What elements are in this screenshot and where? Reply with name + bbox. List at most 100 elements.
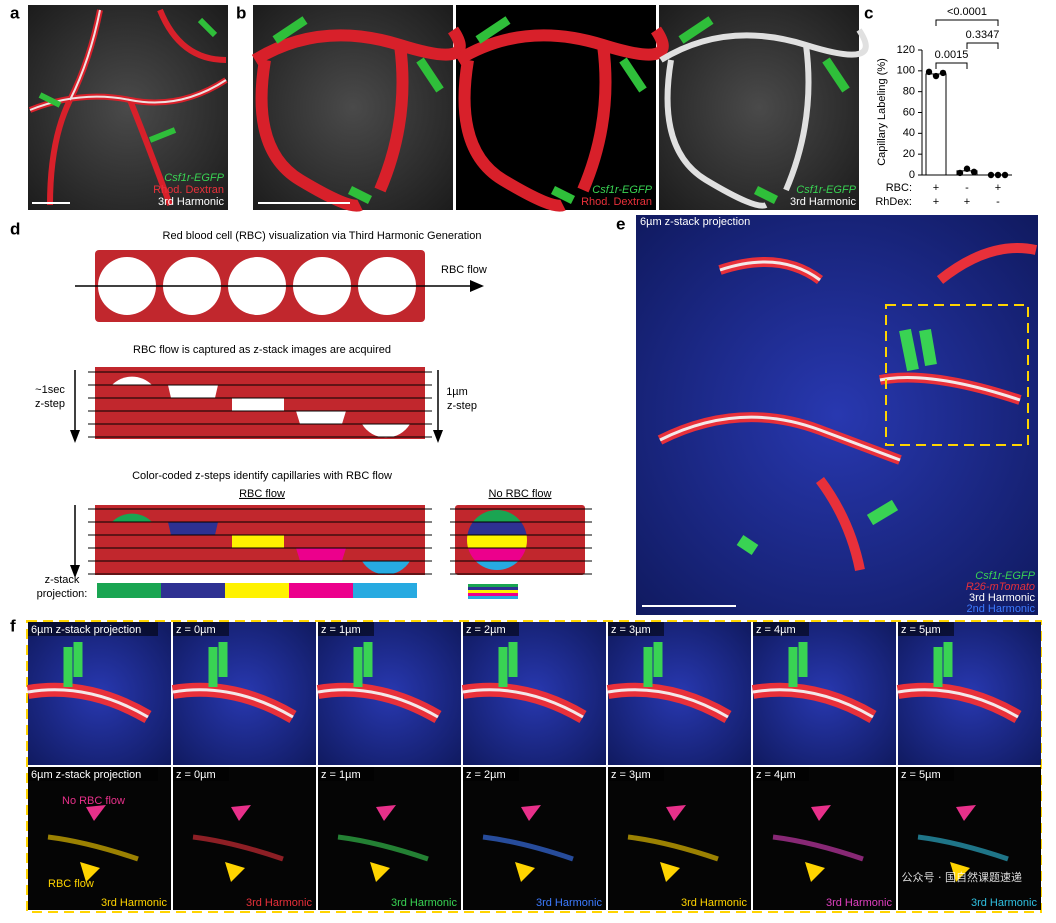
- panel-label: e: [616, 214, 625, 233]
- x-row-value: +: [964, 196, 970, 208]
- arrowhead: [521, 805, 541, 821]
- arrowhead: [660, 862, 680, 882]
- title-bg: [608, 767, 664, 781]
- channel-label: Rhod. Dextran: [153, 184, 224, 196]
- vessel: [337, 834, 429, 862]
- channel-label: 3rd Harmonic: [246, 897, 313, 909]
- channel-label: 3rd Harmonic: [158, 196, 225, 208]
- channel-label: 3rd Harmonic: [681, 897, 748, 909]
- step-label: ~1sec: [35, 384, 65, 396]
- step-label: z-step: [35, 398, 65, 410]
- arrowhead: [225, 862, 245, 882]
- panel-f-grid: 6µm z-stack projection 3rd Harmonic 6µm z-…: [26, 620, 1042, 913]
- y-tick-label: 40: [903, 127, 915, 139]
- title-bg: [463, 767, 519, 781]
- channel-label: 3rd Harmonic: [790, 196, 857, 208]
- data-point: [939, 69, 947, 77]
- annotation: No RBC flow: [62, 795, 125, 807]
- y-tick-label: 60: [903, 106, 915, 118]
- significance-bracket: [935, 19, 999, 26]
- image-title: z = 5µm: [901, 769, 941, 781]
- image-title: z = 2µm: [466, 769, 506, 781]
- arrowhead: [376, 805, 396, 821]
- row-label: RhDex:: [875, 196, 912, 208]
- flow-label: RBC flow: [239, 488, 285, 500]
- arrowhead: [370, 862, 390, 882]
- data-point: [925, 68, 933, 76]
- panel-d-diagram: Red blood cell (RBC) visualization via T…: [35, 230, 592, 600]
- title-bg: [463, 622, 519, 636]
- y-axis-label: Capillary Labeling (%): [876, 58, 888, 166]
- p-value: 0.3347: [966, 29, 1000, 41]
- data-point: [970, 168, 978, 176]
- significance-bracket: [935, 62, 968, 69]
- vessel: [462, 688, 584, 719]
- diagram-title: Color-coded z-steps identify capillaries…: [132, 470, 392, 482]
- image-title: z = 3µm: [611, 769, 651, 781]
- y-tick-label: 20: [903, 148, 915, 160]
- y-tick-label: 0: [909, 169, 915, 181]
- projection-label: projection:: [37, 588, 88, 600]
- vessel: [482, 834, 574, 862]
- flow-label: RBC flow: [441, 264, 487, 276]
- diagram-title: Red blood cell (RBC) visualization via T…: [163, 230, 482, 242]
- arrowhead: [515, 862, 535, 882]
- bar: [925, 73, 947, 176]
- channel-label: Csf1r-EGFP: [164, 172, 224, 184]
- title-bg: [28, 622, 158, 636]
- x-row-value: -: [965, 182, 969, 194]
- panel-b-images: Csf1r-EGFP Rhod. Dextran Csf1r-EGFP 3rd …: [251, 5, 869, 212]
- vessel: [27, 688, 149, 719]
- image-title: z = 5µm: [901, 624, 941, 636]
- x-row-value: +: [995, 182, 1001, 194]
- projection-label: z-stack: [45, 574, 80, 586]
- vessel: [627, 834, 719, 862]
- channel-label: Csf1r-EGFP: [796, 184, 856, 196]
- channel-label: 3rd Harmonic: [971, 897, 1038, 909]
- image-title: 6µm z-stack projection: [31, 769, 141, 781]
- title-bg: [898, 622, 954, 636]
- title-bg: [318, 622, 374, 636]
- image-title: z = 1µm: [321, 624, 361, 636]
- channel-label: Rhod. Dextran: [581, 196, 652, 208]
- channel-label: 3rd Harmonic: [536, 897, 603, 909]
- image-title: z = 4µm: [756, 624, 796, 636]
- vessel: [172, 688, 294, 719]
- x-row-value: -: [996, 196, 1000, 208]
- channel-label: 3rd Harmonic: [101, 897, 168, 909]
- channel-label: 3rd Harmonic: [391, 897, 458, 909]
- image-title: z = 2µm: [466, 624, 506, 636]
- arrowhead: [811, 805, 831, 821]
- legend-entry: R26-mTomato: [966, 581, 1035, 593]
- arrowhead: [80, 862, 100, 882]
- data-point: [963, 165, 971, 172]
- data-point: [994, 171, 1002, 179]
- vessel: [917, 834, 1009, 862]
- step-label: z-step: [447, 400, 477, 412]
- data-point: [956, 169, 964, 177]
- data-point: [932, 72, 940, 80]
- channel-label: 3rd Harmonic: [826, 897, 893, 909]
- panel-label: d: [10, 219, 20, 238]
- title-bg: [318, 767, 374, 781]
- flow-label: No RBC flow: [489, 488, 552, 500]
- cell: [353, 642, 373, 687]
- arrowhead: [86, 805, 106, 821]
- annotation: RBC flow: [48, 878, 94, 890]
- title-bg: [608, 622, 664, 636]
- arrowhead: [956, 805, 976, 821]
- bar-chart: Capillary Labeling (%) RBC: RhDex: 0 20 40…: [875, 6, 1012, 208]
- legend-entry: 2nd Harmonic: [967, 603, 1036, 615]
- vessel: [752, 688, 874, 719]
- cell: [208, 642, 228, 687]
- vessel: [192, 834, 284, 862]
- significance-bracket: [966, 42, 999, 49]
- image-title: z = 4µm: [756, 769, 796, 781]
- panel-label: a: [10, 3, 20, 22]
- arrowhead: [950, 862, 970, 882]
- panel-label: f: [10, 616, 16, 635]
- title-bg: [898, 767, 954, 781]
- panel-e-image: 6µm z-stack projection: [636, 215, 1038, 615]
- p-value: <0.0001: [947, 6, 987, 18]
- title-bg: [753, 767, 809, 781]
